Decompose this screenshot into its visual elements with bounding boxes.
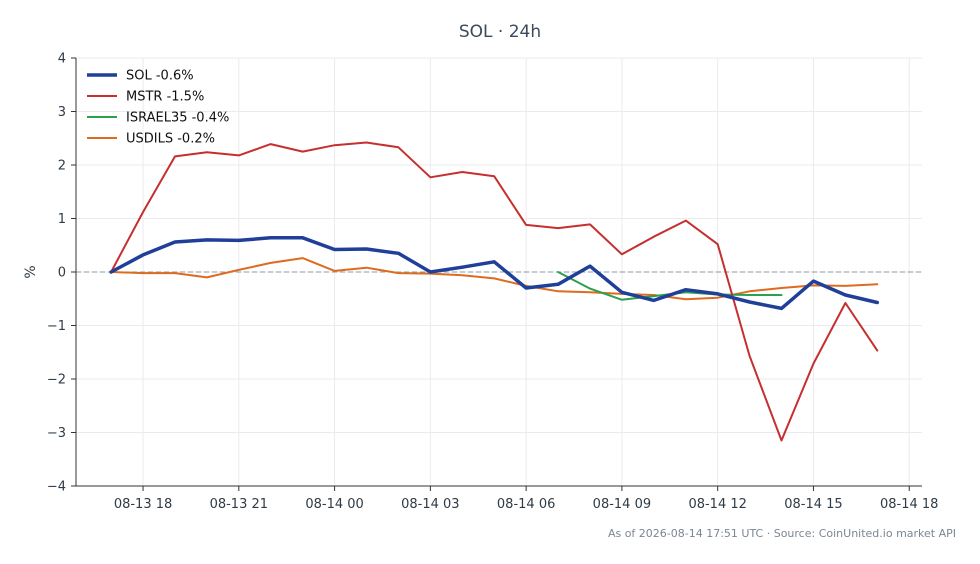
legend-label-mstr: MSTR -1.5%: [126, 90, 204, 105]
chart-title: SOL · 24h: [459, 22, 541, 42]
legend-label-sol: SOL -0.6%: [126, 69, 194, 84]
series-line-mstr: [110, 141, 879, 442]
y-tick-label: −1: [47, 319, 66, 334]
x-tick-label: 08-14 18: [880, 497, 938, 512]
y-tick-label: 3: [58, 105, 66, 120]
legend-label-israel35: ISRAEL35 -0.4%: [126, 111, 229, 126]
y-tick-label: 4: [58, 52, 66, 67]
y-tick-label: 1: [58, 212, 66, 227]
legend-label-usdils: USDILS -0.2%: [126, 132, 215, 147]
x-tick-label: 08-14 06: [497, 497, 555, 512]
x-tick-label: 08-14 12: [688, 497, 746, 512]
y-tick-label: 2: [58, 159, 66, 174]
source-footer: As of 2026-08-14 17:51 UTC · Source: Coi…: [608, 527, 956, 540]
y-tick-label: −4: [47, 480, 66, 495]
x-axis-ticks: 08-13 18 08-13 21 08-14 00 08-14 03 08-14 06…: [114, 486, 938, 512]
x-tick-label: 08-14 15: [784, 497, 842, 512]
x-tick-label: 08-13 21: [210, 497, 268, 512]
series-line-sol: [109, 236, 880, 311]
y-tick-label: 0: [58, 266, 66, 281]
series-lines: [109, 141, 880, 442]
x-tick-label: 08-14 09: [593, 497, 651, 512]
series-line-usdils: [110, 257, 879, 301]
x-tick-label: 08-13 18: [114, 497, 172, 512]
y-axis-ticks: 4 3 2 1 0 −1 −2 −3 −4: [47, 52, 76, 495]
y-tick-label: −3: [47, 426, 66, 441]
y-tick-label: −2: [47, 373, 66, 388]
x-tick-label: 08-14 03: [401, 497, 459, 512]
y-axis-label: %: [23, 265, 39, 278]
x-tick-label: 08-14 00: [305, 497, 363, 512]
legend: SOL -0.6% MSTR -1.5% ISRAEL35 -0.4% USDILS …: [87, 69, 229, 147]
